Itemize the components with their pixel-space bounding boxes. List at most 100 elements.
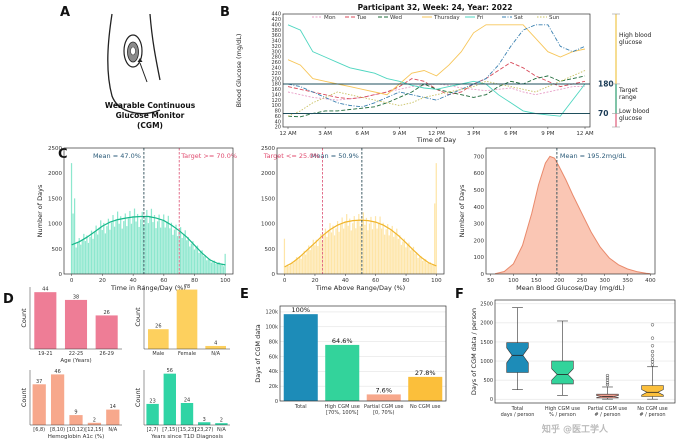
C2-hist-bar xyxy=(302,255,304,274)
C2-hist-bar xyxy=(330,232,333,274)
D3-bar-value-label: 46 xyxy=(54,369,60,375)
C3-ytick-label: 500 xyxy=(474,188,485,194)
f-outlier-point xyxy=(605,373,610,378)
C3-ytick-label: 600 xyxy=(474,171,485,177)
C2-target-label: Target <= 25.0% xyxy=(263,152,320,160)
cgm-arm-illustration xyxy=(107,13,161,115)
C1-hist-bar xyxy=(207,259,209,274)
C1-hist-bar xyxy=(210,262,212,274)
f-ytick-label: 2000 xyxy=(480,321,493,327)
f-outlier-point xyxy=(650,323,655,327)
C2-hist-bar xyxy=(358,214,360,274)
D3-bar-value-label: 2 xyxy=(93,417,96,423)
C3-xtick-label: 350 xyxy=(622,278,633,284)
C2-hist-bar xyxy=(317,246,319,274)
e-category-label-line: No CGM use xyxy=(410,404,441,410)
b-ytick-label: 280 xyxy=(271,55,281,61)
e-bar xyxy=(283,314,318,401)
C2-hist-bar xyxy=(396,228,398,274)
C1-hist-bar xyxy=(149,215,151,274)
e-category-label-line: Partial CGM use xyxy=(364,404,403,410)
C1-ytick-label: 1000 xyxy=(48,222,62,228)
C2-ytick-label: 500 xyxy=(265,247,276,253)
C1-hist-bar xyxy=(167,215,169,274)
f-outlier-point xyxy=(650,353,655,357)
C1-hist-bar xyxy=(173,229,176,274)
C1-hist-bar xyxy=(203,256,205,274)
C2-hist-bar xyxy=(297,259,299,274)
C1-hist-bar xyxy=(186,240,188,274)
D4-y-axis-label: Count xyxy=(134,387,142,407)
b-ytick-label: 80 xyxy=(275,109,281,115)
C1-hist-bar xyxy=(190,243,192,274)
C3-xtick-label: 200 xyxy=(554,278,565,284)
panel-label-a: A xyxy=(60,5,70,20)
e-ytick-label: 60k xyxy=(269,354,278,360)
C2-hist-bar xyxy=(402,241,404,274)
C1-hist-bar xyxy=(83,233,85,274)
D4-bar-value-label: 23 xyxy=(149,398,155,404)
b-threshold-label: 70 xyxy=(598,109,608,118)
D2-y-axis-label: Count xyxy=(134,307,142,327)
D4-bar-value-label: 3 xyxy=(203,417,206,423)
C1-hist-bar xyxy=(160,227,162,274)
C2-hist-bar xyxy=(417,258,419,274)
D3-bar-value-label: 14 xyxy=(110,404,116,410)
b-legend-label: Thursday xyxy=(433,15,460,21)
f-ytick-label: 1000 xyxy=(480,359,493,365)
panel-label-d: D xyxy=(3,292,14,307)
C2-hist-bar xyxy=(418,256,421,274)
C2-hist-bar xyxy=(332,225,334,274)
C2-hist-bar xyxy=(431,264,433,274)
chart-f-days-per-person: 0 500 1000 1500 2000 2500 Total days / person Hi… xyxy=(470,299,676,418)
b-ytick-label: 380 xyxy=(271,28,281,34)
D3-bar xyxy=(87,422,102,425)
C2-hist-bar xyxy=(408,242,410,274)
C1-hist-bar xyxy=(224,253,226,274)
C1-hist-bar xyxy=(221,263,223,274)
C1-hist-bar xyxy=(90,230,93,274)
C1-hist-bar xyxy=(146,209,148,274)
C2-hist-bar xyxy=(379,216,381,274)
C1-hist-bar xyxy=(120,216,122,274)
C1-hist-bar xyxy=(206,260,208,274)
b-high-label: High blood xyxy=(619,32,652,39)
f-category-label-line: % / person xyxy=(549,412,576,418)
C1-hist-bar xyxy=(136,213,139,274)
b-ytick-label: 100 xyxy=(271,103,281,109)
C2-hist-bar xyxy=(283,238,286,274)
C1-hist-bar xyxy=(126,226,128,274)
D4-category-label: [2,7) xyxy=(147,427,159,433)
b-ytick-label: 360 xyxy=(271,33,281,39)
e-category-label: Total xyxy=(294,404,307,410)
C2-hist-bar xyxy=(329,223,331,274)
watermark-text: 知乎 @医工学人 xyxy=(541,423,609,435)
b-ytick-label: 300 xyxy=(271,49,281,55)
C1-hist-bar xyxy=(204,255,206,274)
f-category-label-line: # / person xyxy=(639,412,665,418)
e-bar-value-label: 64.6% xyxy=(332,337,353,345)
D3-bar-value-label: 9 xyxy=(74,410,77,416)
C2-hist-bar xyxy=(435,163,437,274)
chart-d-age: 44 19-21 38 22-25 26 26-29 Count Age (Years) xyxy=(20,287,122,364)
C2-hist-bar xyxy=(346,214,348,274)
C2-xtick-label: 40 xyxy=(342,278,349,284)
C1-hist-bar xyxy=(184,230,186,274)
C2-hist-bar xyxy=(352,223,354,274)
C1-hist-bar xyxy=(187,237,189,274)
C2-hist-bar xyxy=(314,245,316,274)
C1-hist-bar xyxy=(212,261,214,274)
b-ytick-label: 320 xyxy=(271,44,281,50)
e-bar xyxy=(408,376,443,401)
C2-hist-bar xyxy=(295,257,298,274)
e-ytick-label: 0 xyxy=(275,399,278,405)
C3-xtick-label: 400 xyxy=(645,278,656,284)
C1-target-label: Target >= 70.0% xyxy=(180,152,237,160)
chart-d-years-since-diagnosis: 23 [2,7) 56 [7,15) 24 [15,23) 3 [23,27) 2 N/A Coun… xyxy=(134,368,230,439)
f-plot-frame xyxy=(494,299,676,404)
e-bar xyxy=(366,394,401,401)
e-ytick-label: 80k xyxy=(269,339,278,345)
C1-hist-bar xyxy=(93,232,96,274)
b-xtick-label: 9 PM xyxy=(541,131,555,137)
C2-hist-bar xyxy=(308,245,310,274)
